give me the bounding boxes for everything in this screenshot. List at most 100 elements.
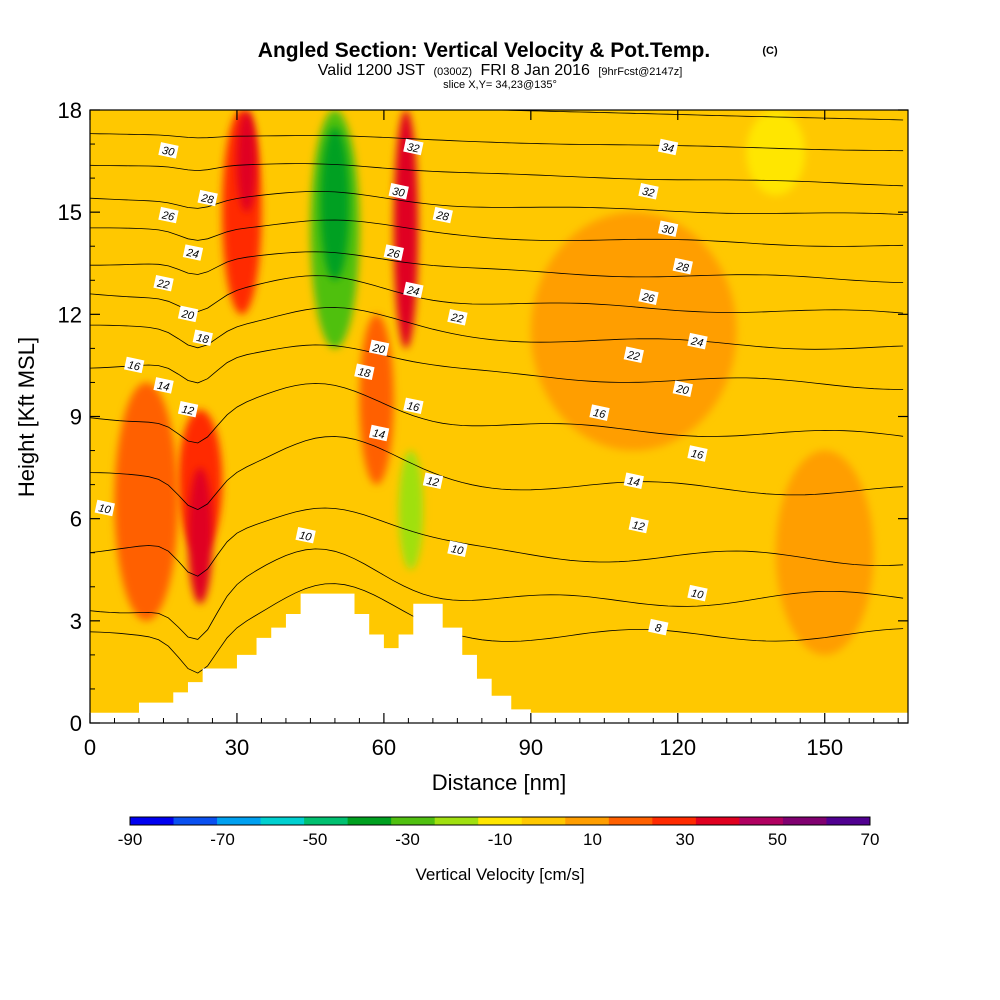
svg-text:20: 20 <box>674 383 690 398</box>
x-tick-label: 90 <box>519 735 543 760</box>
svg-text:24: 24 <box>405 284 420 298</box>
contour-label-27: 28 <box>672 257 693 275</box>
contour-label-4: 14 <box>153 377 174 394</box>
y-tick-label: 12 <box>58 302 82 327</box>
contour-label-0: 30 <box>158 142 179 159</box>
svg-text:14: 14 <box>626 475 640 489</box>
svg-text:20: 20 <box>180 308 196 323</box>
colorbar-swatch-16 <box>826 817 871 825</box>
colorbar-tick-label: -30 <box>395 830 420 849</box>
svg-text:32: 32 <box>406 141 420 155</box>
colorbar-swatch-0 <box>130 817 175 825</box>
y-tick-label: 3 <box>70 609 82 634</box>
y-tick-label: 0 <box>70 711 82 736</box>
isentrope-10 <box>90 548 904 640</box>
colorbar-tick-label: 70 <box>861 830 880 849</box>
contour-label-33: 16 <box>687 445 708 462</box>
contour-label-9: 18 <box>192 329 213 346</box>
contour-label-37: 8 <box>648 618 669 636</box>
valid-prefix: Valid 1200 JST <box>318 62 426 79</box>
colorbar-swatch-9 <box>521 817 566 825</box>
contour-label-25: 32 <box>638 183 659 200</box>
svg-text:16: 16 <box>690 448 705 462</box>
valid-forecast: [9hrFcst@2147z] <box>598 66 682 78</box>
svg-text:22: 22 <box>155 277 170 291</box>
x-tick-label: 120 <box>659 735 696 760</box>
colorbar-swatch-13 <box>695 817 740 825</box>
svg-text:34: 34 <box>661 141 675 155</box>
svg-text:22: 22 <box>625 349 640 363</box>
contour-label-29: 24 <box>687 332 708 350</box>
svg-text:10: 10 <box>97 502 112 516</box>
contour-label-2: 22 <box>153 274 174 292</box>
svg-text:10: 10 <box>298 530 313 544</box>
colorbar-swatch-11 <box>608 817 653 825</box>
colorbar-swatch-6 <box>391 817 436 825</box>
isentrope-20 <box>90 307 904 350</box>
x-tick-label: 150 <box>806 735 843 760</box>
colorbar-tick-label: 10 <box>583 830 602 849</box>
contour-label-13: 30 <box>388 183 409 200</box>
velocity-cell-3 <box>236 110 257 213</box>
contour-label-26: 30 <box>657 220 679 237</box>
contour-labels: 30 26 22 16 14 10 28 24 20 18 12 10 32 30 28 26 24 22 20 18… <box>94 138 708 636</box>
svg-text:18: 18 <box>195 332 210 346</box>
isentrope-22 <box>90 275 904 314</box>
isentrope-18 <box>90 344 904 390</box>
svg-text:22: 22 <box>449 311 464 325</box>
svg-text:28: 28 <box>434 209 450 224</box>
isentrope-contours <box>90 110 904 674</box>
velocity-cell-5 <box>320 127 350 281</box>
svg-text:16: 16 <box>406 400 421 414</box>
y-tick-label: 18 <box>58 98 82 123</box>
contour-label-21: 14 <box>368 424 390 442</box>
colorbar-label: Vertical Velocity [cm/s] <box>415 865 584 884</box>
contour-label-32: 16 <box>589 404 610 421</box>
isentrope-30 <box>90 163 904 187</box>
chart-subtitle: Valid 1200 JST (0300Z) FRI 8 Jan 2016 [9… <box>318 62 683 79</box>
colorbar-tick-label: 50 <box>768 830 787 849</box>
colorbar-tick-label: 30 <box>676 830 695 849</box>
colorbar-swatch-2 <box>217 817 262 825</box>
velocity-cell-7 <box>398 450 424 570</box>
svg-text:30: 30 <box>391 186 406 200</box>
contour-label-23: 10 <box>447 540 468 558</box>
velocity-cell-1 <box>187 467 213 604</box>
svg-text:28: 28 <box>674 260 690 275</box>
svg-text:30: 30 <box>161 145 176 159</box>
contour-label-19: 18 <box>354 363 375 381</box>
svg-text:20: 20 <box>371 342 387 357</box>
y-axis-label: Height [Kft MSL] <box>14 337 39 497</box>
svg-text:26: 26 <box>640 291 656 306</box>
colorbar-swatch-15 <box>782 817 827 825</box>
colorbar-tick-label: -50 <box>303 830 328 849</box>
contour-label-36: 10 <box>687 584 708 602</box>
contour-label-16: 24 <box>403 281 424 299</box>
svg-text:28: 28 <box>199 192 215 207</box>
isentrope-26 <box>90 219 904 247</box>
velocity-cell-9 <box>114 382 179 621</box>
velocity-cell-10 <box>359 314 394 485</box>
contour-label-30: 22 <box>623 346 644 363</box>
y-axis: 0 3 6 9 12 15 18 <box>58 98 908 736</box>
svg-text:30: 30 <box>661 223 676 237</box>
svg-text:26: 26 <box>160 209 176 224</box>
svg-text:12: 12 <box>181 404 195 418</box>
svg-text:12: 12 <box>631 519 645 533</box>
contour-label-24: 34 <box>657 138 679 156</box>
contour-label-5: 10 <box>94 499 115 517</box>
contour-label-34: 14 <box>623 472 644 489</box>
slice-caption: slice X,Y= 34,23@135° <box>443 79 557 91</box>
colorbar-swatch-7 <box>434 817 479 825</box>
x-tick-label: 0 <box>84 735 96 760</box>
contour-label-14: 28 <box>432 206 453 224</box>
isentrope-28 <box>90 190 904 215</box>
colorbar-tick-label: -70 <box>210 830 235 849</box>
colorbar-swatch-4 <box>304 817 349 825</box>
y-tick-label: 6 <box>70 507 82 532</box>
chart-title: Angled Section: Vertical Velocity & Pot.… <box>258 39 710 62</box>
x-axis-label: Distance [nm] <box>432 770 567 795</box>
svg-text:14: 14 <box>372 427 386 441</box>
colorbar-tick-label: -90 <box>118 830 143 849</box>
contour-label-20: 16 <box>403 397 424 415</box>
